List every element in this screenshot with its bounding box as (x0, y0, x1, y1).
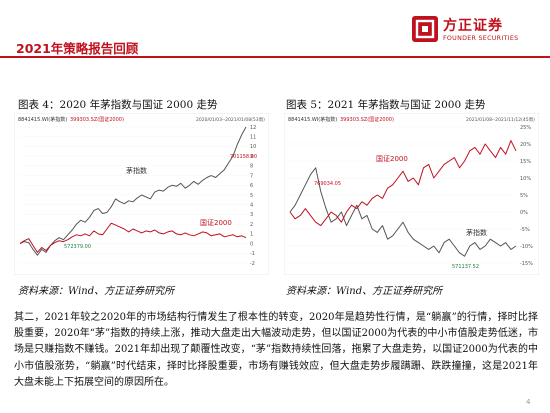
legend-mao: 8841415.WI(茅指数) (288, 116, 337, 123)
y-tick-label: -10% (520, 244, 533, 250)
logo-mark-icon (412, 16, 438, 42)
legend-gz: 399303.SZ(国证2000) (70, 116, 124, 123)
header-divider (0, 56, 550, 58)
y-tick-label: 11 (250, 135, 256, 141)
series-line-gz (19, 222, 247, 253)
chart-frame (14, 113, 269, 275)
founder-securities-logo: 方正证券 FOUNDER SECURITIES (412, 14, 540, 48)
low-annotation: 572379.00 (64, 244, 91, 250)
y-tick-label: -1 (250, 251, 255, 257)
y-tick-label: -15% (520, 261, 533, 267)
figure-4-chart: 8841415.WI(茅指数) 399303.SZ(国证2000) 2020/0… (14, 113, 269, 275)
series-label-gz: 国证2000 (376, 155, 408, 163)
peak-annotation: 701158.00 (230, 154, 257, 160)
logo-english-name: FOUNDER SECURITIES (443, 35, 519, 42)
y-tick-label: 1 (250, 232, 253, 238)
y-tick-label: -2 (250, 261, 255, 267)
figure-5-source: 资料来源：Wind、方正证券研究所 (286, 286, 443, 297)
y-tick-label: 6 (250, 183, 253, 189)
page-title: 2021年策略报告回顾 (16, 41, 139, 56)
figure-5-caption: 图表 5：2021 年茅指数与国证 2000 走势 (286, 99, 486, 111)
y-tick-label: 5% (520, 193, 528, 199)
y-tick-label: 10 (250, 144, 256, 150)
series-line-mao (19, 126, 247, 256)
series-label-gz: 国证2000 (200, 219, 232, 227)
series-label-mao: 茅指数 (126, 166, 147, 175)
legend-gz: 399303.SZ(国证2000) (340, 116, 394, 123)
y-tick-label: 20% (520, 142, 531, 148)
figure-5-svg: 8841415.WI(茅指数) 399303.SZ(国证2000) 2021/0… (284, 113, 539, 275)
y-tick-label: 25% (520, 125, 531, 131)
y-tick-label: 7 (250, 173, 253, 179)
y-tick-label: 15% (520, 159, 531, 165)
series-label-mao: 茅指数 (466, 228, 487, 237)
peak-annotation: 769034.05 (314, 181, 341, 187)
series-line-mao (289, 167, 517, 257)
y-tick-label: 12 (250, 125, 256, 131)
page-number: 4 (526, 398, 531, 406)
page-header: 方正证券 FOUNDER SECURITIES 2021年策略报告回顾 (0, 0, 550, 60)
y-tick-label: 9 (250, 154, 253, 160)
series-line-gz (289, 140, 517, 227)
y-tick-label: 2 (250, 222, 253, 228)
y-tick-label: 3 (250, 212, 253, 218)
figure-5-chart: 8841415.WI(茅指数) 399303.SZ(国证2000) 2021/0… (284, 113, 539, 275)
figure-4-source: 资料来源：Wind、方正证券研究所 (18, 286, 175, 297)
y-tick-label: 5 (250, 193, 253, 199)
figure-4-caption: 图表 4：2020 年茅指数与国证 2000 走势 (18, 99, 218, 111)
y-tick-label: -5% (520, 227, 530, 233)
y-tick-label: 4 (250, 203, 253, 209)
date-range: 2020/01/03--2021/01/08(53周) (196, 117, 265, 123)
legend-mao: 8841415.WI(茅指数) (18, 116, 67, 123)
figure-4-svg: 8841415.WI(茅指数) 399303.SZ(国证2000) 2020/0… (14, 113, 269, 275)
date-range: 2021/01/08--2021/11/12(45周) (466, 117, 535, 123)
logo-chinese-name: 方正证券 (443, 18, 503, 34)
body-paragraph: 其二，2021年较之2020年的市场结构行情发生了根本性的转变，2020年是趋势… (14, 312, 538, 388)
y-tick-label: 8 (250, 164, 253, 170)
low-annotation: 571137.52 (452, 264, 479, 270)
chart-frame (284, 113, 539, 275)
y-tick-label: 10% (520, 176, 531, 182)
y-tick-label: 0 (250, 241, 253, 247)
y-tick-label: 0% (520, 210, 528, 216)
